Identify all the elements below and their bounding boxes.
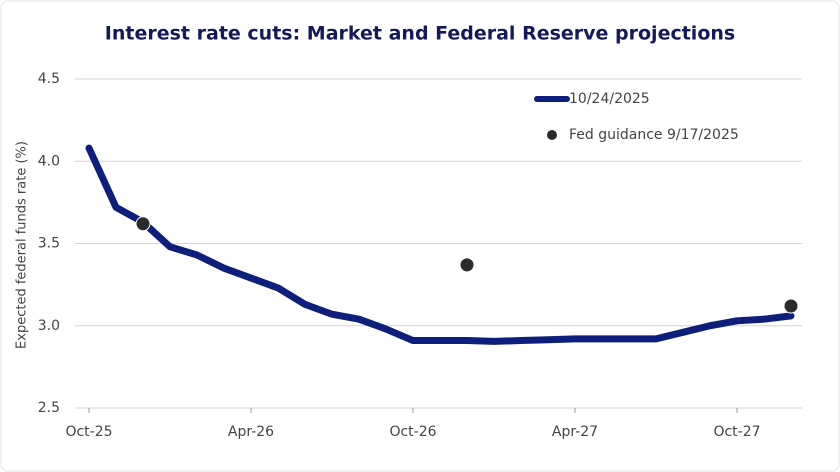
y-tick-label: 4.0 [38,153,60,169]
y-axis-label: Expected federal funds rate (%) [15,141,30,349]
point [783,298,799,314]
y-tick-label: 3.0 [38,318,60,334]
x-tick-label: Oct-27 [713,424,760,440]
point [135,216,151,232]
x-tick-label: Oct-26 [389,424,436,440]
line-series [85,144,795,345]
point [459,257,475,273]
x-tick-label: Apr-27 [552,424,598,440]
y-tick-label: 4.5 [38,71,60,87]
y-tick-label: 3.5 [38,236,60,252]
y-tick-label: 2.5 [38,400,60,416]
legend-swatch [547,130,557,140]
legend-label: Fed guidance 9/17/2025 [569,127,739,143]
legend-label: 10/24/2025 [569,91,650,107]
chart-title: Interest rate cuts: Market and Federal R… [105,23,735,45]
x-tick-label: Apr-26 [228,424,274,440]
x-tick-label: Oct-25 [65,424,112,440]
